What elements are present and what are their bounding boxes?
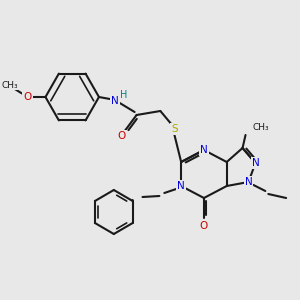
Text: N: N <box>244 177 252 187</box>
Text: O: O <box>23 92 32 102</box>
Text: N: N <box>252 158 259 168</box>
Text: H: H <box>120 90 127 100</box>
Text: N: N <box>200 145 208 155</box>
Text: CH₃: CH₃ <box>2 80 18 89</box>
Text: CH₃: CH₃ <box>253 122 269 131</box>
Text: S: S <box>171 124 178 134</box>
Text: N: N <box>177 181 185 191</box>
Text: S: S <box>171 124 178 134</box>
Text: O: O <box>200 221 208 231</box>
Text: N: N <box>111 96 119 106</box>
Text: O: O <box>118 131 126 141</box>
